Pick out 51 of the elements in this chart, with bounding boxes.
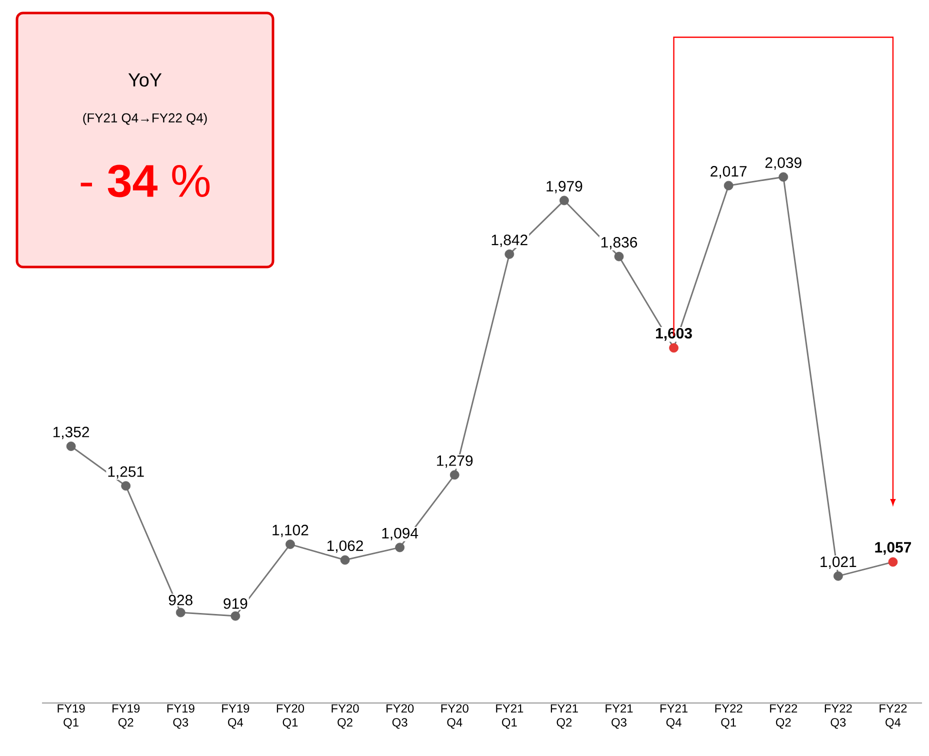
point bbox=[66, 442, 76, 451]
data-label: 928 bbox=[168, 594, 192, 606]
data-label: 1,021 bbox=[820, 556, 856, 569]
x-tick-label: FY19 Q3 bbox=[167, 704, 194, 729]
x-tick-label: FY22 Q3 bbox=[824, 704, 852, 729]
data-label: 1,842 bbox=[492, 234, 528, 247]
point bbox=[450, 470, 460, 480]
x-tick-label: FY20 Q2 bbox=[332, 704, 359, 729]
point bbox=[724, 180, 734, 190]
data-label: 1,603 bbox=[656, 328, 692, 341]
point bbox=[778, 172, 788, 182]
data-label: 1,102 bbox=[272, 524, 308, 538]
x-tick-label: FY19 Q1 bbox=[58, 704, 85, 729]
text: (FY21 Q4→FY22 Q4) bbox=[83, 112, 207, 126]
point bbox=[560, 196, 569, 206]
x-tick-label: FY20 Q3 bbox=[386, 704, 414, 729]
point bbox=[340, 555, 350, 565]
x-tick-label: FY22 Q1 bbox=[715, 704, 742, 729]
point bbox=[504, 249, 514, 259]
point bbox=[395, 542, 405, 552]
data-label: 1,279 bbox=[437, 455, 473, 468]
point bbox=[669, 343, 678, 353]
data-label: 1,094 bbox=[382, 528, 418, 540]
point bbox=[230, 611, 240, 621]
data-label: 1,836 bbox=[601, 236, 638, 250]
x-tick-label: FY21 Q4 bbox=[660, 704, 688, 729]
data-label: 2,017 bbox=[710, 166, 747, 178]
text: YoY bbox=[128, 73, 162, 87]
x-tick-label: FY19 Q4 bbox=[222, 704, 250, 729]
point bbox=[614, 252, 624, 262]
x-tick-label: FY22 Q4 bbox=[880, 704, 907, 729]
x-tick-label: FY20 Q4 bbox=[441, 704, 468, 729]
x-tick-label: FY21 Q2 bbox=[550, 704, 578, 729]
x-tick-label: FY21 Q3 bbox=[606, 704, 633, 729]
point bbox=[286, 540, 295, 550]
annotation: - 34 % bbox=[80, 164, 210, 198]
point bbox=[833, 571, 843, 581]
point bbox=[176, 608, 186, 618]
point bbox=[888, 557, 898, 567]
point bbox=[121, 481, 131, 491]
data-label: 919 bbox=[224, 598, 248, 609]
x-tick-label: FY20 Q1 bbox=[276, 704, 304, 729]
x-tick-label: FY22 Q2 bbox=[770, 704, 798, 729]
data-label: 1,352 bbox=[53, 426, 89, 440]
x-tick-label: FY19 Q2 bbox=[112, 704, 140, 729]
data-label: 1,979 bbox=[546, 180, 582, 194]
data-label: 1,062 bbox=[327, 540, 363, 553]
data-label: 1,057 bbox=[875, 542, 912, 555]
data-label: 1,251 bbox=[108, 466, 144, 479]
data-label: 2,039 bbox=[765, 157, 802, 170]
x-tick-label: FY21 Q1 bbox=[496, 704, 524, 729]
